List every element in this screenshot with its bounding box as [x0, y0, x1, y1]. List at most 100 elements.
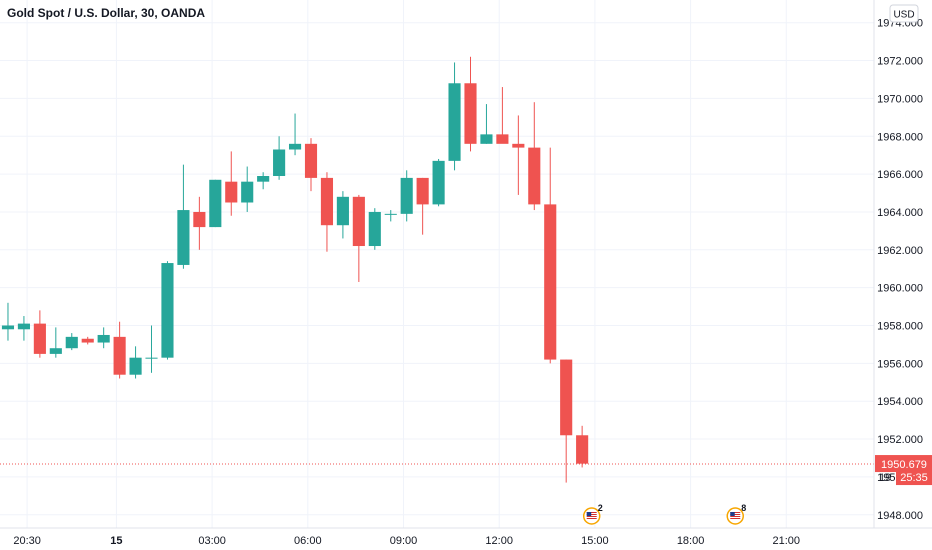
time-axis[interactable]: 20:30 15 03:00 06:00 09:00 12:00 15:00 18:00 21:… — [0, 527, 932, 547]
candle[interactable] — [448, 62, 461, 171]
time-tick-label: 06:00 — [294, 535, 322, 547]
price-tick-label: 1972.000 — [877, 56, 923, 68]
candle[interactable] — [145, 325, 158, 373]
grid-layer — [0, 0, 874, 528]
event-count-label: 2 — [598, 503, 603, 513]
candle[interactable] — [528, 102, 541, 211]
bar-countdown-tag: 25:35 — [896, 470, 932, 486]
candle-body-down — [304, 143, 318, 178]
price-tick-label: 1964.000 — [877, 207, 923, 219]
candle-body-up — [1, 325, 15, 330]
candle[interactable] — [33, 310, 46, 358]
candle-body-up — [209, 179, 222, 228]
economic-event-marker[interactable]: 2 — [582, 503, 603, 525]
flag-stripe — [586, 514, 597, 515]
candle[interactable] — [384, 210, 397, 222]
price-tick-label: 1966.000 — [877, 169, 923, 181]
flag-stripe — [586, 518, 597, 519]
time-tick-label: 15 — [110, 535, 122, 547]
candle-body-down — [352, 196, 365, 247]
candle[interactable] — [49, 327, 62, 358]
flag-stripe — [730, 512, 741, 513]
candle-body-down — [512, 143, 525, 148]
time-tick-label: 15:00 — [581, 535, 609, 547]
candle[interactable] — [320, 172, 334, 252]
candle-body-up — [145, 357, 158, 359]
candle[interactable] — [544, 147, 557, 364]
economic-event-marker[interactable]: 8 — [726, 503, 746, 525]
price-tick-label: 1952.000 — [877, 434, 923, 446]
time-tick-label: 21:00 — [773, 535, 801, 547]
candle-body-down — [560, 359, 573, 436]
candle-body-up — [161, 263, 174, 358]
candle-body-down — [496, 134, 509, 144]
candle[interactable] — [464, 56, 477, 152]
candle-body-up — [257, 176, 270, 182]
candle[interactable] — [161, 261, 174, 360]
countdown-value: 25:35 — [900, 472, 928, 484]
candle-body-up — [241, 181, 254, 203]
current-price-tag-bg — [875, 455, 932, 473]
candle[interactable] — [65, 333, 78, 351]
candle[interactable] — [576, 425, 589, 468]
price-tick-label: 1962.000 — [877, 245, 923, 257]
current-price-value: 1950.679 — [881, 459, 927, 471]
candles-layer[interactable] — [1, 56, 589, 483]
candle[interactable] — [352, 194, 365, 282]
flag-stripe — [730, 514, 741, 515]
candle[interactable] — [288, 113, 302, 156]
currency-button-frame — [889, 4, 919, 23]
candle[interactable] — [368, 208, 381, 250]
candle[interactable] — [113, 321, 126, 379]
candle[interactable] — [17, 316, 30, 341]
candle[interactable] — [257, 172, 270, 190]
candle[interactable] — [241, 166, 254, 212]
currency-label: USD — [893, 10, 914, 21]
price-tick-label: 1954.000 — [877, 396, 923, 408]
candle[interactable] — [416, 177, 429, 235]
candle[interactable] — [177, 164, 190, 269]
flag-stripe — [586, 512, 597, 513]
candle[interactable] — [512, 115, 525, 195]
price-tick-label: 1968.000 — [877, 131, 923, 143]
candle[interactable] — [81, 336, 94, 345]
candle-body-up — [432, 160, 445, 205]
time-tick-label: 03:00 — [198, 535, 226, 547]
candle-body-down — [33, 323, 46, 354]
candle-body-up — [368, 211, 381, 247]
candle[interactable] — [225, 151, 238, 216]
us-flag-icon — [730, 512, 741, 520]
us-flag-icon — [586, 512, 597, 520]
price-tick-label: 1956.000 — [877, 358, 923, 370]
candle-body-down — [225, 181, 238, 203]
candle-body-down — [113, 336, 126, 375]
candle[interactable] — [304, 138, 318, 192]
candle-body-up — [177, 210, 190, 265]
candle[interactable] — [193, 196, 206, 250]
price-axis[interactable]: 1948.0001950.0001952.0001954.0001956.000… — [873, 0, 932, 528]
candle-body-up — [384, 213, 397, 215]
candle[interactable] — [480, 104, 493, 144]
currency-button[interactable]: USD — [889, 4, 919, 23]
candle[interactable] — [273, 136, 286, 180]
candle[interactable] — [209, 179, 222, 228]
candle[interactable] — [97, 327, 110, 349]
candle[interactable] — [560, 359, 573, 483]
current-price-tag: 1950.679 — [875, 455, 932, 473]
candle-body-down — [320, 177, 334, 226]
candle[interactable] — [496, 87, 509, 144]
candle-body-up — [129, 357, 142, 375]
candle[interactable] — [432, 158, 445, 207]
candle-body-up — [288, 143, 302, 150]
candle[interactable] — [1, 302, 15, 341]
candle[interactable] — [400, 170, 413, 222]
time-tick-label: 12:00 — [485, 535, 513, 547]
candle-body-down — [416, 177, 429, 205]
candle-body-up — [480, 134, 493, 144]
flag-canton — [586, 512, 592, 516]
candle[interactable] — [336, 191, 349, 239]
candle-body-up — [336, 196, 349, 226]
candle[interactable] — [129, 346, 142, 379]
